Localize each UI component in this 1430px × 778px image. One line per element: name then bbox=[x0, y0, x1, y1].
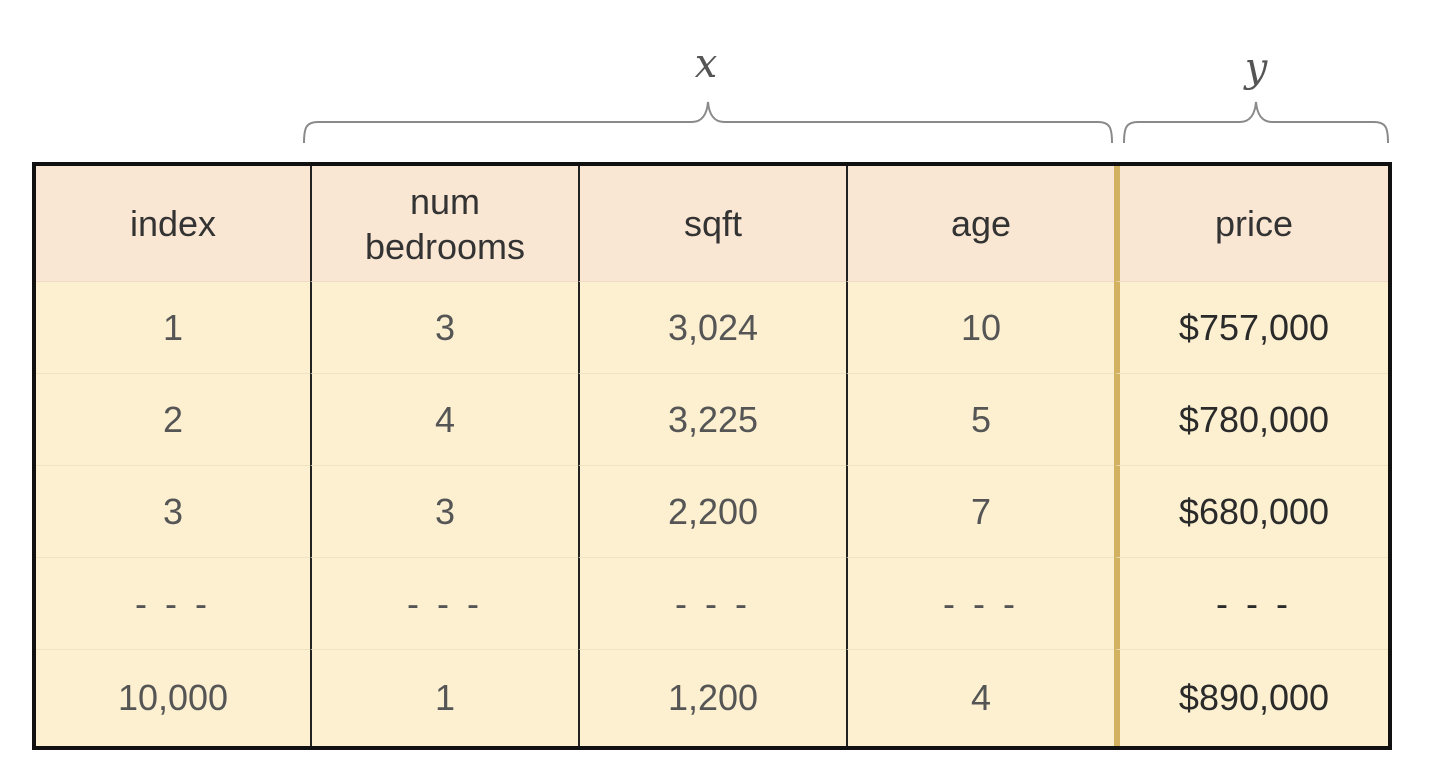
cell-age: 7 bbox=[846, 466, 1114, 558]
brace-layer bbox=[303, 101, 1389, 144]
y-brace bbox=[1123, 101, 1389, 144]
cell-age: 5 bbox=[846, 374, 1114, 466]
x-brace bbox=[303, 101, 1113, 144]
cell-index: 10,000 bbox=[117, 677, 229, 718]
y-label: y bbox=[1244, 45, 1268, 91]
header-price: price bbox=[1114, 166, 1388, 282]
cell-num-bedrooms: 1 bbox=[310, 650, 578, 746]
cell-price: $757,000 bbox=[1114, 282, 1388, 374]
cell-price: - - - bbox=[1114, 558, 1388, 650]
cell-num-bedrooms: 4 bbox=[310, 374, 578, 466]
header-sqft: sqft bbox=[578, 166, 846, 282]
header-num-bedrooms: num bedrooms bbox=[310, 166, 578, 282]
cell-sqft: 1,200 bbox=[578, 650, 846, 746]
header-age: age bbox=[846, 166, 1114, 282]
cell-age: 4 bbox=[846, 650, 1114, 746]
cell-sqft: 3,225 bbox=[578, 374, 846, 466]
cell-price: $680,000 bbox=[1114, 466, 1388, 558]
cell-age: 10 bbox=[846, 282, 1114, 374]
cell-price: $780,000 bbox=[1114, 374, 1388, 466]
cell-num-bedrooms: - - - bbox=[310, 558, 578, 650]
data-table: index num bedrooms sqft age price 1 3 3,024 10 $75… bbox=[32, 162, 1392, 750]
header-index: index bbox=[36, 166, 310, 282]
cell-index: 3 bbox=[36, 466, 310, 558]
cell-sqft: - - - bbox=[578, 558, 846, 650]
x-label: x bbox=[694, 41, 718, 87]
cell-sqft: 2,200 bbox=[578, 466, 846, 558]
cell-age: - - - bbox=[846, 558, 1114, 650]
cell-num-bedrooms: 3 bbox=[310, 282, 578, 374]
cell-sqft: 3,024 bbox=[578, 282, 846, 374]
cell-index: - - - bbox=[36, 558, 310, 650]
cell-index: 2 bbox=[36, 374, 310, 466]
cell-num-bedrooms: 3 bbox=[310, 466, 578, 558]
table-grid: index num bedrooms sqft age price 1 3 3,024 10 $75… bbox=[36, 166, 1388, 746]
cell-index: 1 bbox=[36, 282, 310, 374]
cell-price: $890,000 bbox=[1114, 650, 1388, 746]
